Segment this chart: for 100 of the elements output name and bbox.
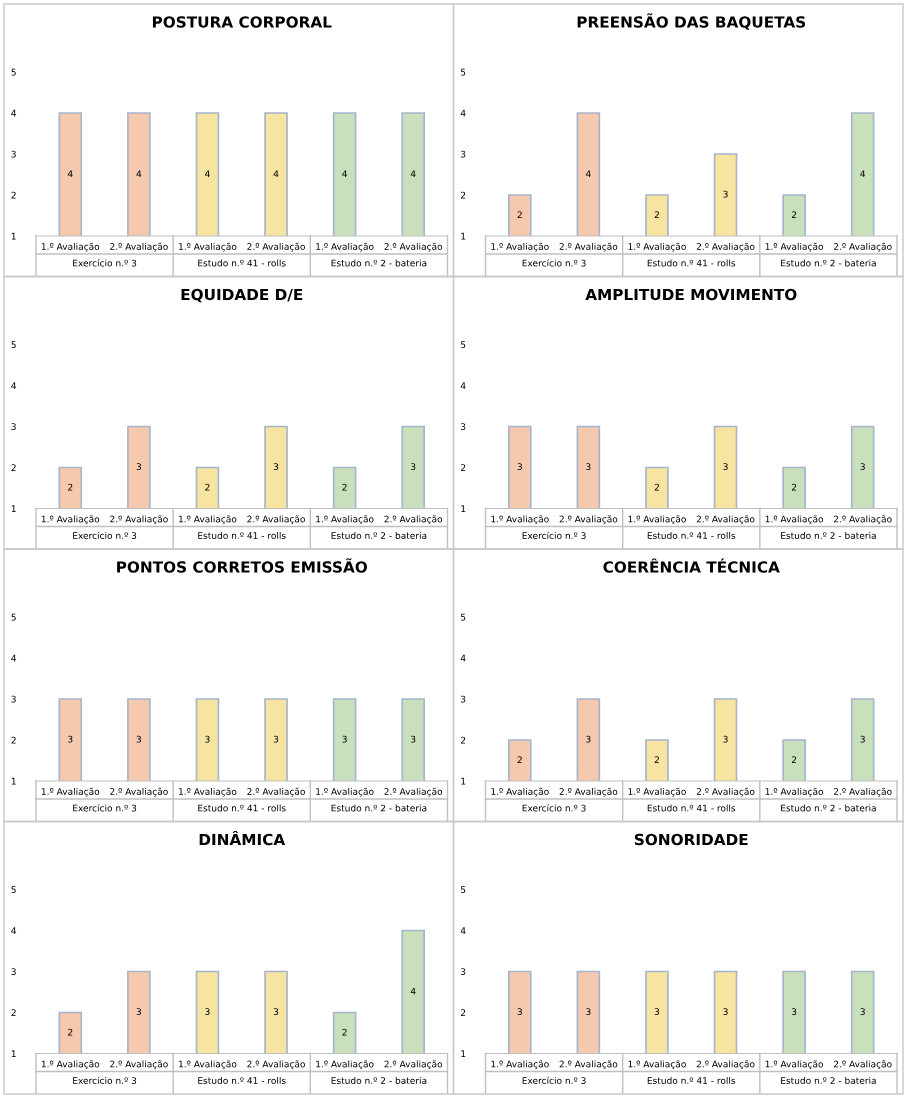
x-tick-label: 2.º Avaliação	[696, 242, 755, 252]
x-tick-label: 2.º Avaliação	[247, 1060, 305, 1070]
y-tick-label: 3	[461, 150, 466, 158]
x-tick-label: 1.º Avaliação	[491, 242, 549, 252]
data-label: 2	[654, 483, 659, 491]
y-tick-label: 3	[11, 423, 16, 431]
data-label: 2	[517, 756, 522, 763]
x-tick-label: 2.º Avaliação	[696, 787, 755, 797]
x-tick-label: 1.º Avaliação	[628, 1060, 686, 1070]
text: Exercício n.º 3	[522, 531, 586, 539]
x-tick-label: 1.º Avaliação	[179, 1060, 237, 1070]
x-tick-label: 2.º Avaliação	[696, 1060, 755, 1070]
y-tick-label: 2	[460, 191, 466, 199]
x-tick-label: 2.º Avaliação	[384, 515, 443, 525]
y-tick-label: 4	[11, 927, 17, 934]
y-tick-label: 4	[460, 927, 466, 934]
text: Exercício n.º 3	[73, 804, 137, 812]
y-tick-label: 3	[461, 695, 466, 703]
x-tick-label: 2.º Avaliação	[384, 787, 443, 797]
x-tick-label: 1.º Avaliação	[41, 787, 100, 797]
data-label: 3	[517, 463, 522, 471]
chart-title: EQUIDADE D/E	[181, 288, 303, 303]
text: Estudo n.º 41 - rolls	[198, 804, 286, 812]
data-label: 3	[411, 735, 416, 743]
x-tick-label: 2.º Avaliação	[833, 515, 892, 525]
y-tick-label: 3	[461, 423, 466, 431]
y-tick-label: 3	[461, 968, 466, 976]
data-label: 4	[585, 170, 591, 177]
x-tick-label: 1.º Avaliação	[491, 1060, 549, 1070]
data-label: 3	[860, 1008, 865, 1016]
y-tick-label: 4	[460, 654, 466, 662]
x-tick-label: 2.º Avaliação	[696, 515, 755, 525]
data-label: 2	[68, 483, 73, 491]
data-label: 3	[723, 190, 728, 198]
data-label: 2	[517, 211, 522, 218]
chart-title: COERÊNCIA TÉCNICA	[603, 558, 780, 573]
y-tick-label: 4	[11, 654, 17, 662]
data-label: 3	[723, 735, 728, 743]
data-label: 3	[273, 735, 279, 743]
y-tick-label: 3	[11, 968, 16, 976]
y-tick-label: 5	[461, 613, 466, 621]
y-tick-label: 2	[11, 736, 16, 744]
x-tick-label: 1.º Avaliação	[41, 515, 100, 525]
x-tick-label: 1.º Avaliação	[316, 515, 374, 525]
text: Estudo n.º 41 - rolls	[647, 532, 736, 539]
y-tick-label: 2	[11, 1009, 16, 1016]
y-tick-label: 4	[460, 382, 466, 389]
text: Estudo n.º 2 - bateria	[331, 532, 427, 539]
y-tick-label: 2	[460, 464, 466, 471]
data-label: 2	[791, 483, 797, 491]
y-tick-label: 1	[11, 505, 16, 512]
x-tick-label: 2.º Avaliação	[833, 242, 892, 252]
data-label: 4	[410, 987, 416, 995]
data-label: 4	[273, 170, 279, 177]
data-label: 3	[860, 463, 865, 471]
x-tick-label: 2.º Avaliação	[559, 515, 618, 525]
x-tick-label: 2.º Avaliação	[559, 1060, 618, 1070]
x-tick-label: 2.º Avaliação	[247, 242, 305, 252]
x-tick-label: 1.º Avaliação	[765, 1060, 824, 1070]
x-tick-label: 2.º Avaliação	[110, 515, 168, 525]
y-tick-label: 5	[11, 886, 16, 894]
text: Exercício n.º 3	[73, 1076, 137, 1084]
x-tick-label: 1.º Avaliação	[765, 515, 824, 525]
text: Estudo n.º 2 - bateria	[331, 1077, 427, 1084]
x-tick-label: 1.º Avaliação	[179, 242, 237, 252]
data-label: 4	[410, 170, 416, 177]
x-tick-label: 2.º Avaliação	[110, 242, 168, 252]
y-tick-label: 1	[11, 777, 16, 785]
data-label: 2	[342, 1028, 347, 1036]
y-tick-label: 5	[461, 341, 466, 349]
x-tick-label: 1.º Avaliação	[316, 1060, 374, 1070]
chart-title: DINÂMICA	[199, 830, 286, 846]
data-label: 4	[860, 170, 866, 177]
data-label: 3	[136, 735, 142, 743]
data-label: 2	[791, 756, 797, 763]
x-tick-label: 2.º Avaliação	[384, 242, 443, 252]
data-label: 3	[273, 1008, 279, 1016]
x-tick-label: 1.º Avaliação	[628, 787, 686, 797]
x-tick-label: 1.º Avaliação	[41, 242, 100, 252]
x-tick-label: 1.º Avaliação	[316, 242, 374, 252]
data-label: 3	[586, 463, 591, 471]
x-tick-label: 2.º Avaliação	[247, 787, 305, 797]
chart-title: PONTOS CORRETOS EMISSÃO	[117, 558, 368, 573]
x-tick-label: 2.º Avaliação	[833, 1060, 892, 1070]
text: Estudo n.º 2 - bateria	[331, 804, 427, 812]
text: Exercício n.º 3	[522, 259, 586, 267]
x-tick-label: 1.º Avaliação	[491, 787, 549, 797]
y-tick-label: 2	[460, 736, 466, 744]
text: Exercício n.º 3	[73, 531, 137, 539]
data-label: 3	[411, 463, 416, 471]
y-tick-label: 5	[461, 886, 466, 894]
y-tick-label: 1	[461, 505, 466, 512]
x-tick-label: 1.º Avaliação	[765, 242, 824, 252]
text: Exercício n.º 3	[73, 259, 137, 267]
text: Exercício n.º 3	[522, 1076, 586, 1084]
text: Estudo n.º 41 - rolls	[647, 1077, 736, 1084]
data-label: 3	[586, 735, 591, 743]
data-label: 3	[136, 1008, 142, 1016]
y-tick-label: 4	[460, 109, 466, 117]
x-tick-label: 1.º Avaliação	[179, 515, 237, 525]
